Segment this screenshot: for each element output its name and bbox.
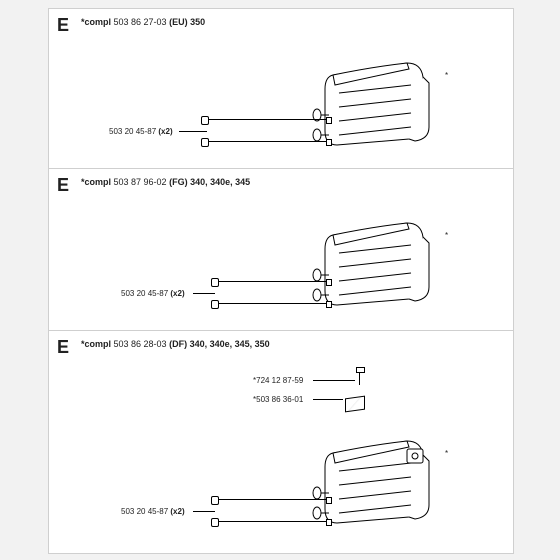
panel-eu-350: E *compl 503 86 27-03 (EU) 350 * 503 20 45…: [49, 9, 513, 169]
leader-line: [179, 131, 207, 132]
bolt-label: 503 20 45-87 (x2): [121, 507, 185, 516]
small-bolt-icon: [359, 371, 360, 385]
leader-line: [313, 380, 355, 381]
small-part-label: *503 86 36-01: [253, 395, 303, 404]
bolt-icon: [217, 303, 329, 304]
bolt-icon: [217, 499, 329, 500]
note-star: *: [445, 449, 448, 458]
panel-fg-340: E *compl 503 87 96-02 (FG) 340, 340e, 345…: [49, 169, 513, 331]
panel-df-mix: E *compl 503 86 28-03 (DF) 340, 340e, 345…: [49, 331, 513, 553]
panel-letter: E: [57, 15, 69, 36]
panel-letter: E: [57, 175, 69, 196]
leader-line: [193, 293, 215, 294]
diagram-sheet: E *compl 503 86 27-03 (EU) 350 * 503 20 45…: [48, 8, 514, 554]
bolt-icon: [207, 119, 329, 120]
bolt-label: 503 20 45-87 (x2): [109, 127, 173, 136]
note-star: *: [445, 71, 448, 80]
panel-header: *compl 503 86 28-03 (DF) 340, 340e, 345,…: [81, 339, 270, 349]
bolt-icon: [207, 141, 329, 142]
note-star: *: [445, 231, 448, 240]
panel-letter: E: [57, 337, 69, 358]
bolt-icon: [217, 281, 329, 282]
leader-line: [313, 399, 343, 400]
small-part-label: *724 12 87-59: [253, 376, 303, 385]
leader-line: [193, 511, 215, 512]
spark-plate-icon: [345, 396, 365, 413]
bolt-label: 503 20 45-87 (x2): [121, 289, 185, 298]
panel-header: *compl 503 86 27-03 (EU) 350: [81, 17, 205, 27]
panel-header: *compl 503 87 96-02 (FG) 340, 340e, 345: [81, 177, 250, 187]
bolt-icon: [217, 521, 329, 522]
